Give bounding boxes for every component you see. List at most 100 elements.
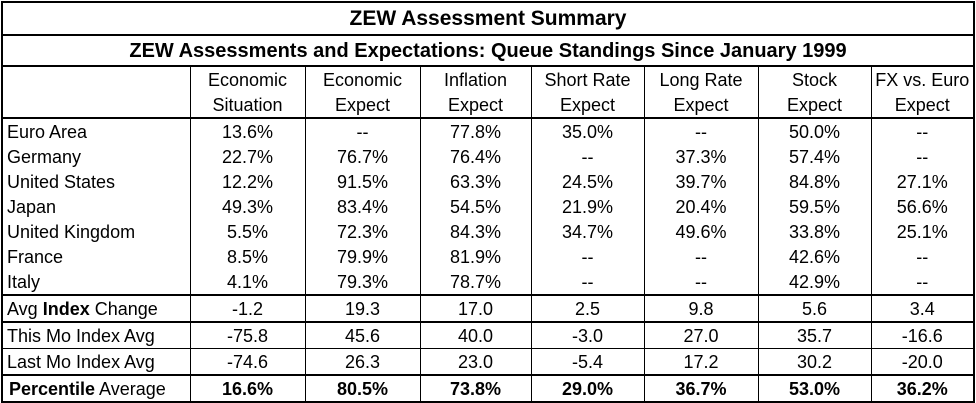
table-cell: 53.0% (758, 375, 872, 403)
table-row: France 8.5% 79.9% 81.9% -- -- 42.6% -- (1, 244, 975, 269)
table-cell: -- (871, 144, 975, 169)
table-cell: 17.0 (420, 295, 532, 323)
row-label: Last Mo Index Avg (1, 348, 191, 376)
table-cell: 73.8% (420, 375, 532, 403)
table-cell: -3.0 (531, 322, 645, 349)
column-header: FX vs. Euro (871, 66, 975, 92)
table-cell: 17.2 (644, 348, 759, 376)
table-cell: 49.3% (190, 194, 306, 219)
table-cell: -20.0 (871, 348, 975, 376)
table-cell: 24.5% (531, 169, 645, 194)
column-header: Inflation (420, 66, 532, 92)
table-cell: 16.6% (190, 375, 306, 403)
table-cell: 29.0% (531, 375, 645, 403)
table-cell: 42.9% (758, 269, 872, 296)
column-header: Expect (305, 92, 421, 119)
table-cell: -- (305, 118, 421, 144)
header-corner (1, 92, 191, 119)
table-cell: 33.8% (758, 219, 872, 244)
table-cell: -16.6 (871, 322, 975, 349)
table-cell: 91.5% (305, 169, 421, 194)
table-cell: -75.8 (190, 322, 306, 349)
avg-index-change-row: Avg Index Change -1.2 19.3 17.0 2.5 9.8 … (1, 295, 975, 323)
table-cell: 81.9% (420, 244, 532, 269)
table-cell: 79.9% (305, 244, 421, 269)
table-cell: -74.6 (190, 348, 306, 376)
column-header: Expect (531, 92, 645, 119)
table-cell: 72.3% (305, 219, 421, 244)
table-row: United Kingdom 5.5% 72.3% 84.3% 34.7% 49… (1, 219, 975, 244)
label-part-bold: Index (42, 298, 90, 319)
table-cell: 5.6 (758, 295, 872, 323)
label-part: Change (89, 298, 158, 319)
table-cell: 63.3% (420, 169, 532, 194)
table-cell: 80.5% (305, 375, 421, 403)
row-label: This Mo Index Avg (1, 322, 191, 349)
table-cell: 77.8% (420, 118, 532, 144)
table-cell: -- (531, 244, 645, 269)
column-header: Expect (644, 92, 759, 119)
table-cell: 21.9% (531, 194, 645, 219)
table-cell: 27.1% (871, 169, 975, 194)
table-cell: 84.8% (758, 169, 872, 194)
row-label: Japan (1, 194, 191, 219)
table-cell: 2.5 (531, 295, 645, 323)
table-cell: 9.8 (644, 295, 759, 323)
column-header: Stock (758, 66, 872, 92)
table-cell: -- (531, 269, 645, 296)
table-cell: -5.4 (531, 348, 645, 376)
table-cell: 37.3% (644, 144, 759, 169)
table-cell: 59.5% (758, 194, 872, 219)
table-subtitle: ZEW Assessments and Expectations: Queue … (1, 35, 975, 67)
table-cell: 27.0 (644, 322, 759, 349)
label-part: Avg (7, 298, 43, 319)
table-cell: -- (644, 244, 759, 269)
table-cell: 25.1% (871, 219, 975, 244)
table-row: Italy 4.1% 79.3% 78.7% -- -- 42.9% -- (1, 269, 975, 296)
table-cell: 5.5% (190, 219, 306, 244)
table-cell: 76.7% (305, 144, 421, 169)
this-month-row: This Mo Index Avg -75.8 45.6 40.0 -3.0 2… (1, 322, 975, 349)
table-cell: 49.6% (644, 219, 759, 244)
table-row: United States 12.2% 91.5% 63.3% 24.5% 39… (1, 169, 975, 194)
table-cell: 54.5% (420, 194, 532, 219)
table-cell: 4.1% (190, 269, 306, 296)
table-cell: -- (871, 118, 975, 144)
table-cell: 50.0% (758, 118, 872, 144)
table-cell: 40.0 (420, 322, 532, 349)
row-label: Percentile Average (1, 375, 191, 403)
table-cell: 57.4% (758, 144, 872, 169)
row-label: United States (1, 169, 191, 194)
table-row: Germany 22.7% 76.7% 76.4% -- 37.3% 57.4%… (1, 144, 975, 169)
table-cell: -- (531, 144, 645, 169)
column-header: Economic (190, 66, 306, 92)
column-header: Expect (420, 92, 532, 119)
table-cell: 36.2% (871, 375, 975, 403)
table-cell: 84.3% (420, 219, 532, 244)
table-cell: 13.6% (190, 118, 306, 144)
table-cell: 3.4 (871, 295, 975, 323)
table-cell: 83.4% (305, 194, 421, 219)
table-cell: -- (644, 118, 759, 144)
table-cell: 35.7 (758, 322, 872, 349)
header-corner (1, 66, 191, 92)
table-cell: 12.2% (190, 169, 306, 194)
table-cell: 8.5% (190, 244, 306, 269)
table-cell: 22.7% (190, 144, 306, 169)
table-cell: 26.3 (305, 348, 421, 376)
label-part-bold: Percentile (9, 378, 96, 399)
table-cell: 36.7% (644, 375, 759, 403)
row-label: Italy (1, 269, 191, 296)
table-cell: 20.4% (644, 194, 759, 219)
table-cell: 79.3% (305, 269, 421, 296)
column-header: Long Rate (644, 66, 759, 92)
row-label: Germany (1, 144, 191, 169)
label-part: Average (95, 378, 166, 399)
table-cell: -1.2 (190, 295, 306, 323)
table-cell: 45.6 (305, 322, 421, 349)
column-header: Economic (305, 66, 421, 92)
table-cell: -- (871, 244, 975, 269)
row-label: Avg Index Change (1, 295, 191, 323)
row-label: France (1, 244, 191, 269)
